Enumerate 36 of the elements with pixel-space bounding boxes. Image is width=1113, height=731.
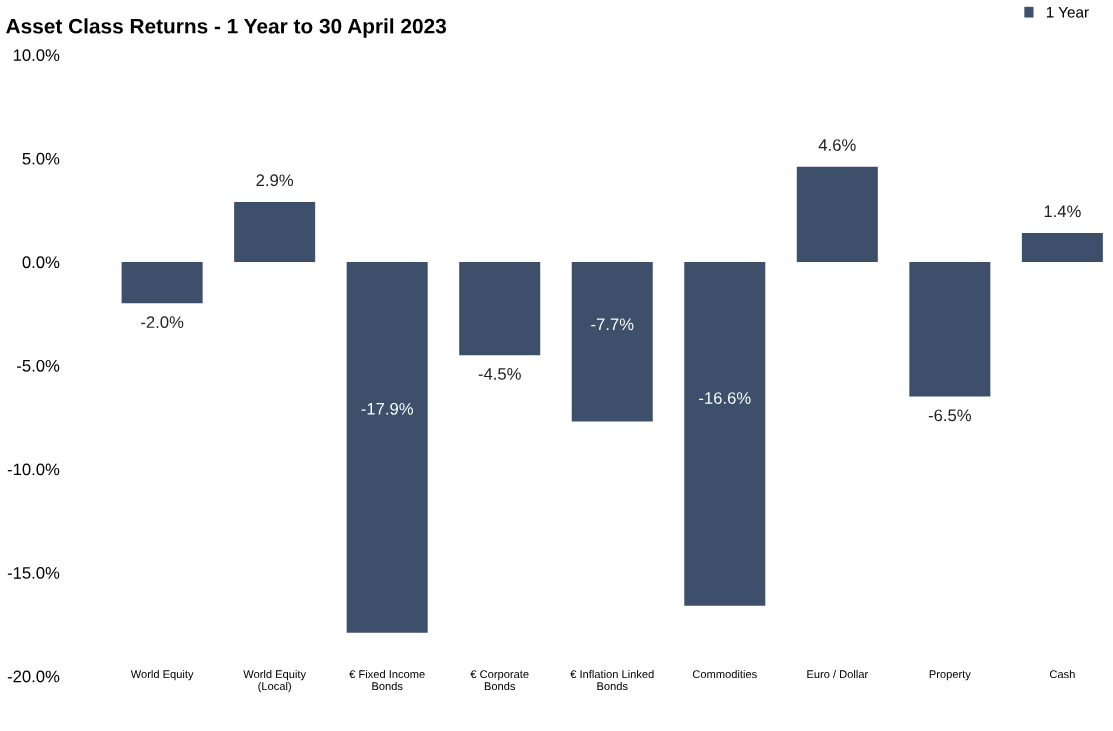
data-label: 4.6% <box>818 139 856 151</box>
data-label: -16.6% <box>699 392 751 404</box>
x-tick-label: World Equity <box>130 669 194 681</box>
bar <box>459 261 541 356</box>
x-tick-label: € Corporate Bonds <box>470 670 529 691</box>
x-tick-label: Cash <box>1049 669 1075 679</box>
data-label: 1.4% <box>1044 205 1081 218</box>
y-tick-label: -15.0% <box>7 567 60 579</box>
data-label: -4.5% <box>478 368 521 380</box>
y-tick-label: 5.0% <box>22 152 60 165</box>
data-label: -17.9% <box>361 402 413 415</box>
x-tick-label: Property <box>929 670 971 681</box>
bar <box>234 201 316 262</box>
x-tick-label: € Inflation Linked Bonds <box>570 669 654 691</box>
bar <box>571 261 653 422</box>
data-label: -6.5% <box>928 409 972 422</box>
bar <box>1021 232 1103 262</box>
x-tick-label: € Fixed Income Bonds <box>349 669 425 691</box>
legend-label: 1 Year <box>1046 7 1089 18</box>
chart-title: Asset Class Returns - 1 Year to 30 April 2023 <box>6 18 446 38</box>
bar <box>909 261 991 397</box>
y-tick-label: 10.0% <box>13 49 60 62</box>
bar <box>684 261 766 606</box>
data-label: 2.9% <box>256 174 294 187</box>
y-tick-label: 0.0% <box>22 256 60 269</box>
bar <box>796 166 878 262</box>
bar <box>121 261 203 304</box>
x-tick-label: Commodities <box>692 669 757 679</box>
y-tick-label: -20.0% <box>7 670 60 683</box>
x-tick-label: Euro / Dollar <box>807 669 868 679</box>
x-tick-label: World Equity (Local) <box>243 669 307 693</box>
y-tick-label: -10.0% <box>7 463 60 476</box>
y-tick-label: -5.0% <box>17 359 60 372</box>
data-label: -2.0% <box>141 316 184 329</box>
data-label: -7.7% <box>591 318 634 331</box>
bar <box>346 261 428 633</box>
